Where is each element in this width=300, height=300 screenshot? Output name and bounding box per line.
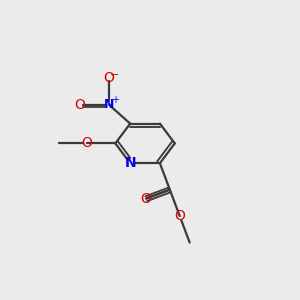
Text: O: O xyxy=(174,209,185,223)
Text: N: N xyxy=(124,156,136,170)
Text: −: − xyxy=(110,70,119,80)
Text: +: + xyxy=(111,95,119,105)
Text: O: O xyxy=(103,71,115,85)
Text: O: O xyxy=(74,98,85,112)
Text: N: N xyxy=(104,98,114,111)
Text: O: O xyxy=(82,136,92,150)
Text: O: O xyxy=(141,191,152,206)
